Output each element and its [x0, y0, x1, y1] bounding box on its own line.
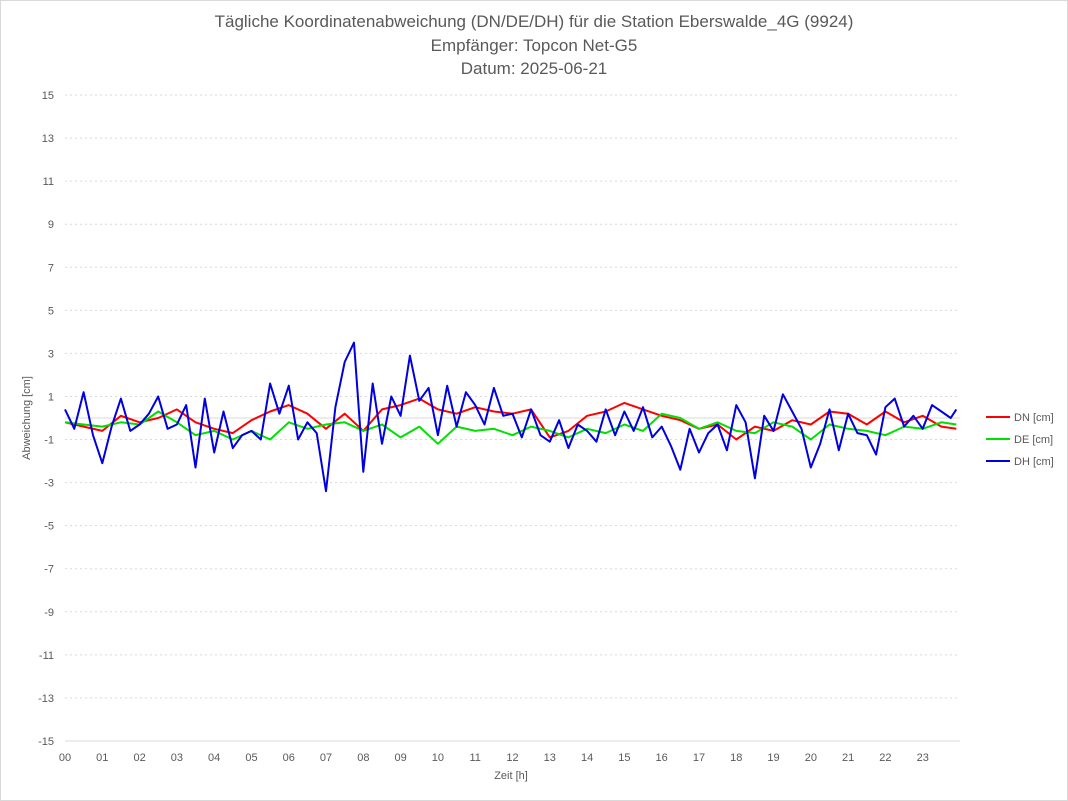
x-tick-label: 09	[395, 752, 407, 764]
x-tick-label: 10	[432, 752, 444, 764]
x-axis-ticks: 00 01 02 03 04 05 06 07 08 09 10 11 12 13 14 15 16 17 18 19…	[59, 740, 960, 764]
y-tick-label: -3	[44, 478, 54, 490]
x-tick-label: 20	[805, 752, 817, 764]
y-tick-label: 5	[48, 305, 54, 317]
y-tick-label: 7	[48, 262, 54, 274]
legend-label: DH [cm]	[1014, 456, 1054, 468]
x-tick-label: 14	[581, 752, 593, 764]
chart-title: Tägliche Koordinatenabweichung (DN/DE/DH…	[214, 12, 854, 31]
x-tick-label: 04	[208, 752, 220, 764]
x-tick-label: 06	[283, 752, 295, 764]
x-tick-label: 17	[693, 752, 705, 764]
y-tick-label: 3	[48, 348, 54, 360]
legend: DN [cm] DE [cm] DH [cm]	[986, 412, 1054, 468]
x-tick-label: 23	[917, 752, 929, 764]
y-axis-ticks: 15 13 11 9 7 5 3 1 -1 -3 -5 -7 -9 -11 -13 -15	[38, 90, 54, 748]
x-tick-label: 05	[245, 752, 257, 764]
grid-layer	[65, 94, 960, 742]
x-tick-label: 15	[618, 752, 630, 764]
series-line-de	[64, 410, 957, 445]
x-tick-label: 16	[656, 752, 668, 764]
chart-subtitle-receiver: Empfänger: Topcon Net-G5	[430, 36, 638, 55]
x-tick-label: 07	[320, 752, 332, 764]
y-tick-label: -15	[38, 736, 54, 748]
x-tick-label: 01	[96, 752, 108, 764]
y-tick-label: -9	[44, 607, 54, 619]
x-axis-title: Zeit [h]	[494, 770, 528, 782]
series-line-dh	[64, 341, 958, 493]
x-tick-label: 13	[544, 752, 556, 764]
x-tick-label: 02	[133, 752, 145, 764]
y-tick-label: 11	[43, 176, 54, 188]
x-tick-label: 00	[59, 752, 71, 764]
x-tick-label: 18	[730, 752, 742, 764]
x-tick-label: 12	[506, 752, 518, 764]
y-tick-label: -5	[44, 521, 54, 533]
y-tick-label: 9	[48, 219, 54, 231]
y-tick-label: -1	[44, 435, 54, 447]
y-tick-label: 1	[48, 391, 54, 403]
series-layer	[64, 341, 958, 493]
y-tick-label: 15	[42, 90, 54, 102]
y-tick-label: -13	[38, 693, 54, 705]
chart-subtitle-date: Datum: 2025-06-21	[460, 59, 608, 78]
legend-label: DN [cm]	[1014, 412, 1054, 424]
x-tick-label: 21	[842, 752, 854, 764]
y-tick-label: -11	[39, 650, 54, 662]
x-tick-label: 08	[357, 752, 369, 764]
legend-label: DE [cm]	[1014, 434, 1053, 446]
y-tick-label: -7	[44, 564, 54, 576]
y-tick-label: 13	[42, 133, 54, 145]
x-tick-label: 03	[171, 752, 183, 764]
x-tick-label: 11	[469, 752, 480, 764]
x-tick-label: 22	[879, 752, 891, 764]
y-axis-title: Abweichung [cm]	[21, 376, 33, 460]
x-tick-label: 19	[767, 752, 779, 764]
